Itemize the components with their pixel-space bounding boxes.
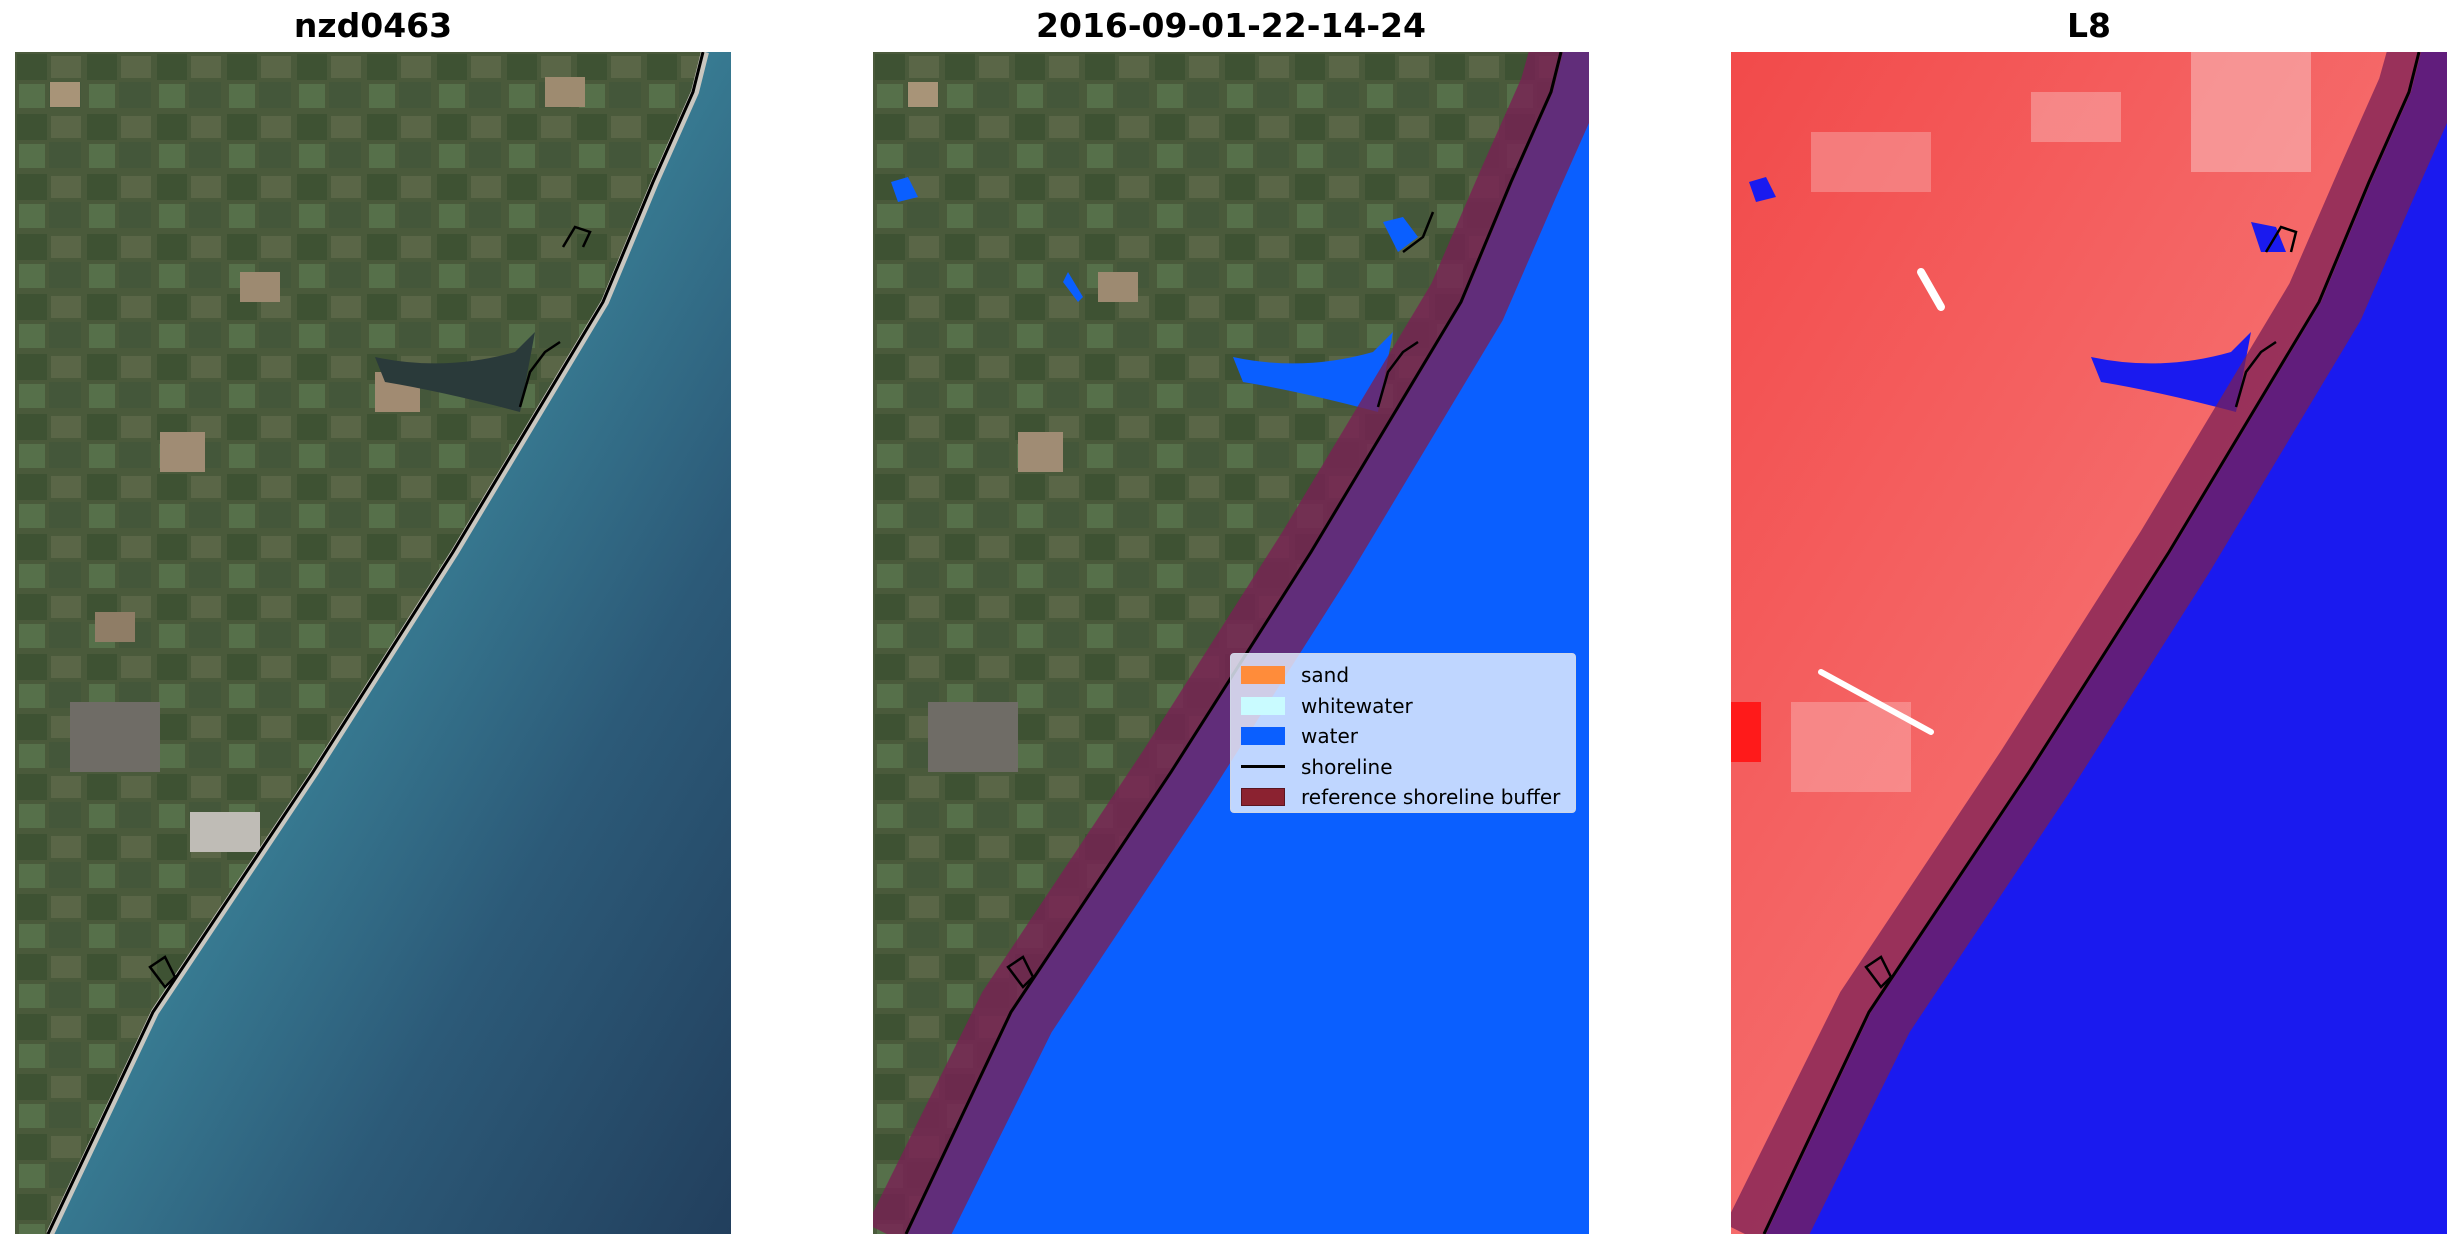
legend: sand whitewater water shoreline referenc… bbox=[1230, 653, 1576, 813]
legend-label: sand bbox=[1301, 663, 1350, 688]
legend-label: whitewater bbox=[1301, 693, 1413, 718]
index-image-panel bbox=[1731, 52, 2447, 1234]
legend-item-whitewater: whitewater bbox=[1241, 691, 1565, 722]
legend-label: reference shoreline buffer bbox=[1301, 785, 1561, 810]
legend-label: shoreline bbox=[1301, 754, 1393, 779]
classified-satellite-image bbox=[873, 52, 1589, 1234]
shoreline-line bbox=[46, 52, 705, 1234]
legend-item-buffer: reference shoreline buffer bbox=[1241, 782, 1565, 813]
legend-item-sand: sand bbox=[1241, 660, 1565, 691]
panel-title-classified: 2016-09-01-22-14-24 bbox=[1036, 6, 1426, 45]
rgb-satellite-image bbox=[15, 52, 731, 1234]
legend-swatch-whitewater bbox=[1241, 696, 1285, 715]
index-satellite-image bbox=[1731, 52, 2447, 1234]
legend-swatch-water bbox=[1241, 727, 1285, 746]
legend-item-water: water bbox=[1241, 721, 1565, 752]
legend-swatch-sand bbox=[1241, 666, 1285, 685]
rgb-image-panel bbox=[15, 52, 731, 1234]
legend-swatch-shoreline bbox=[1241, 765, 1285, 769]
reference-shoreline-buffer bbox=[1731, 52, 2447, 1234]
legend-label: water bbox=[1301, 724, 1358, 749]
classified-image-panel bbox=[873, 52, 1589, 1234]
panel-title-rgb: nzd0463 bbox=[293, 6, 453, 45]
legend-swatch-buffer bbox=[1241, 788, 1285, 807]
reference-shoreline-buffer bbox=[873, 52, 1589, 1234]
legend-item-shoreline: shoreline bbox=[1241, 752, 1565, 783]
shoreline-line bbox=[1762, 52, 2421, 1234]
panel-title-index: L8 bbox=[2067, 6, 2111, 45]
shoreline-line bbox=[904, 52, 1563, 1234]
